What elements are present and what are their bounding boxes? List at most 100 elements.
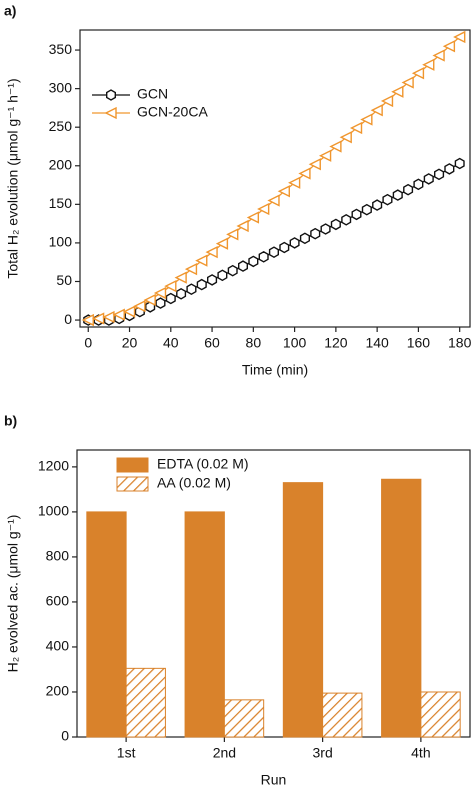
bar [125,667,166,738]
plot-frame [79,29,471,328]
bar [184,511,225,738]
y-tick-label: 350 [49,41,73,57]
point [195,254,208,267]
point [205,246,218,259]
point [413,178,424,191]
point [432,49,445,62]
point [422,58,435,71]
x-tick-label: 2nd [213,745,236,761]
y-tick-label: 0 [61,728,69,744]
bar [322,692,363,738]
point [392,189,403,201]
point [122,305,136,318]
y-tick-label: 250 [49,118,73,134]
point [164,279,177,293]
point [246,211,260,224]
point [165,292,176,305]
point [403,183,414,196]
panel-label: b) [4,413,17,429]
point [186,283,197,296]
point [236,219,249,233]
point [155,297,166,309]
x-tick-label: 160 [407,335,431,351]
point [434,168,445,181]
point [81,313,94,327]
bar [86,511,127,738]
plot-frame [76,449,471,738]
point [298,167,311,180]
y-axis-label: Total H₂ evolution (μmol g⁻¹ h⁻¹) [5,78,21,278]
point [320,223,331,235]
point [133,300,146,313]
x-tick-label: 120 [324,335,348,351]
point [102,310,115,324]
point [153,286,167,300]
point [176,287,187,300]
legend-label: GCN-20CA [137,104,208,120]
point [268,246,279,259]
y-tick-label: 200 [49,156,73,172]
legend-swatch [116,476,149,492]
point [288,176,301,189]
y-tick-label: 150 [49,195,73,211]
legend-swatch [116,457,149,473]
x-tick-label: 20 [122,335,138,351]
point [237,260,249,272]
x-tick-label: 140 [365,335,389,351]
bar [282,482,324,738]
y-tick-label: 200 [46,683,70,699]
point [308,158,321,171]
bar [420,691,461,738]
y-tick-label: 600 [46,593,70,609]
y-tick-label: 1000 [38,503,69,519]
point [411,67,425,80]
point [454,157,465,170]
panel-label: a) [4,3,16,19]
point [92,312,105,325]
point [196,278,207,291]
x-tick-label: 1st [117,745,136,761]
y-tick-label: 300 [49,79,73,95]
x-axis-label: Run [261,772,287,788]
x-tick-label: 0 [84,335,92,351]
x-tick-label: 100 [283,335,307,351]
point [372,199,383,211]
point [105,89,117,101]
point [341,213,352,226]
y-tick-label: 100 [49,234,73,250]
point [289,237,300,249]
x-tick-label: 180 [448,335,472,351]
point [391,85,404,98]
point [453,30,466,44]
point [279,241,290,254]
point [112,308,125,321]
x-tick-label: 4th [411,745,430,761]
point [248,255,259,268]
y-tick-label: 0 [64,311,72,327]
point [370,104,383,117]
legend-label: EDTA (0.02 M) [157,456,249,472]
x-tick-label: 3rd [313,745,333,761]
point [442,40,456,53]
point [174,271,187,284]
point [257,202,270,216]
x-axis-label: Time (min) [242,362,308,378]
bar [223,699,265,738]
y-tick-label: 50 [56,272,72,288]
point [361,203,372,216]
point [351,208,362,221]
legend-label: GCN [137,86,168,102]
line [88,36,461,321]
point [349,121,363,135]
y-tick-label: 400 [46,638,70,654]
point [104,106,117,120]
y-tick-label: 1200 [38,458,69,474]
point [444,163,455,175]
point [339,131,352,144]
point [258,250,269,263]
x-tick-label: 40 [163,335,179,351]
point [318,149,332,162]
point [227,264,238,277]
point [206,274,218,286]
